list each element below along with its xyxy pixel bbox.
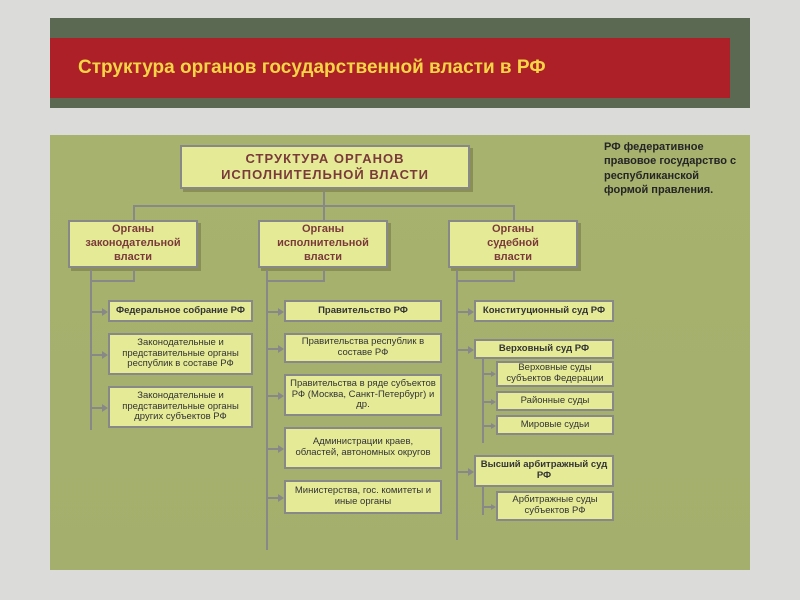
arrow-icon — [482, 503, 496, 511]
leaf-text: Правительство РФ — [318, 306, 408, 317]
leaf-box: Правительства в ряде субъектов РФ (Москв… — [284, 374, 442, 416]
leaf-text: Верховный суд РФ — [499, 344, 589, 355]
connector — [513, 205, 515, 220]
connector — [456, 280, 513, 282]
arrow-icon — [266, 391, 284, 401]
org-chart: РФ федеративное правовое государство с р… — [50, 135, 750, 570]
leaf-text: Конституционный суд РФ — [483, 306, 605, 317]
title-outer: Структура органов государственной власти… — [50, 18, 750, 108]
leaf-box: Верховный суд РФ — [474, 339, 614, 359]
arrow-icon — [266, 444, 284, 454]
leaf-text: Федеральное собрание РФ — [116, 306, 245, 317]
connector — [323, 270, 325, 282]
leaf-text: Администрации краев, областей, автономны… — [290, 437, 436, 459]
arrow-icon — [456, 467, 474, 477]
leaf-box: Правительства республик в составе РФ — [284, 333, 442, 363]
arrow-icon — [90, 403, 108, 413]
arrow-icon — [266, 344, 284, 354]
leaf-text: Правительства в ряде субъектов РФ (Москв… — [290, 379, 436, 412]
leaf-text: Правительства республик в составе РФ — [290, 337, 436, 359]
arrow-icon — [482, 398, 496, 406]
arrow-icon — [266, 307, 284, 317]
connector — [90, 280, 133, 282]
branch-line: власти — [114, 251, 152, 265]
leaf-box: Законодательные и представительные орган… — [108, 386, 253, 428]
arrow-icon — [482, 422, 496, 430]
arrow-icon — [90, 350, 108, 360]
branch-line: Органы — [492, 223, 534, 237]
leaf-box: Конституционный суд РФ — [474, 300, 614, 322]
leaf-text: Верховные суды субъектов Федерации — [502, 363, 608, 385]
branch-line: Органы — [112, 223, 154, 237]
leaf-box: Мировые судьи — [496, 415, 614, 435]
connector — [133, 205, 135, 220]
connector — [133, 270, 135, 282]
connector — [513, 270, 515, 282]
branch-legislative: Органы законодательной власти — [68, 220, 198, 268]
leaf-box: Федеральное собрание РФ — [108, 300, 253, 322]
connector — [266, 435, 268, 495]
branch-line: законодательной — [85, 237, 180, 251]
branch-executive: Органы исполнительной власти — [258, 220, 388, 268]
leaf-box: Правительство РФ — [284, 300, 442, 322]
leaf-text: Арбитражные суды субъектов РФ — [502, 495, 608, 517]
title-bar: Структура органов государственной власти… — [50, 38, 730, 98]
branch-line: судебной — [487, 237, 539, 251]
leaf-box: Верховные суды субъектов Федерации — [496, 361, 614, 387]
connector — [266, 280, 323, 282]
arrow-icon — [456, 307, 474, 317]
branch-line: Органы — [302, 223, 344, 237]
leaf-text: Министерства, гос. комитеты и иные орган… — [290, 486, 436, 508]
leaf-box: Министерства, гос. комитеты и иные орган… — [284, 480, 442, 514]
leaf-text: Законодательные и представительные орган… — [114, 338, 247, 371]
arrow-icon — [482, 370, 496, 378]
leaf-text: Районные суды — [521, 396, 590, 407]
leaf-box: Высший арбитражный суд РФ — [474, 455, 614, 487]
page-title: Структура органов государственной власти… — [78, 57, 546, 79]
arrow-icon — [266, 493, 284, 503]
branch-judicial: Органы судебной власти — [448, 220, 578, 268]
connector — [323, 205, 325, 220]
connector — [323, 191, 325, 205]
leaf-text: Мировые судьи — [521, 420, 590, 431]
arrow-icon — [456, 345, 474, 355]
leaf-box: Законодательные и представительные орган… — [108, 333, 253, 375]
leaf-box: Районные суды — [496, 391, 614, 411]
leaf-box: Арбитражные суды субъектов РФ — [496, 491, 614, 521]
arrow-icon — [90, 307, 108, 317]
root-box: СТРУКТУРА ОРГАНОВ ИСПОЛНИТЕЛЬНОЙ ВЛАСТИ — [180, 145, 470, 189]
leaf-text: Высший арбитражный суд РФ — [480, 460, 608, 482]
branch-line: исполнительной — [277, 237, 369, 251]
leaf-text: Законодательные и представительные орган… — [114, 391, 247, 424]
root-line1: СТРУКТУРА ОРГАНОВ — [245, 151, 404, 167]
leaf-box: Администрации краев, областей, автономны… — [284, 427, 442, 469]
branch-line: власти — [304, 251, 342, 265]
branch-line: власти — [494, 251, 532, 265]
root-line2: ИСПОЛНИТЕЛЬНОЙ ВЛАСТИ — [221, 167, 429, 183]
side-note: РФ федеративное правовое государство с р… — [604, 140, 742, 197]
